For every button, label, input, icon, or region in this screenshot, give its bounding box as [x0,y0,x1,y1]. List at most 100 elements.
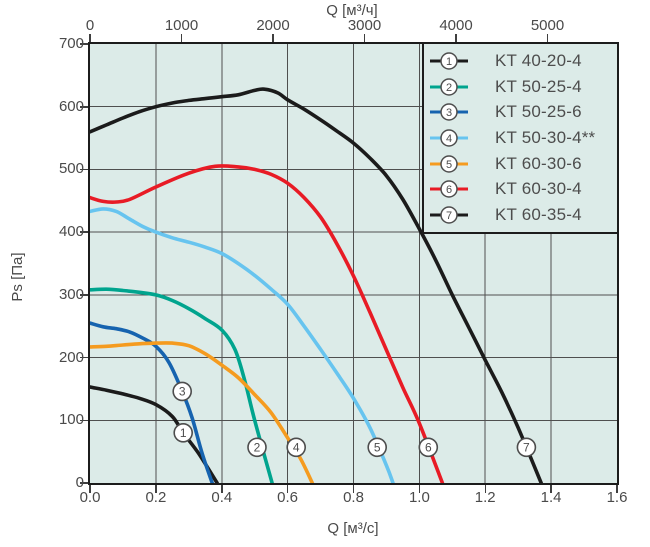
bottom-axis-tick-label: 1.6 [606,489,628,506]
curve-kt-50-25-4 [90,287,274,483]
legend-item-kt-60-35-4: 7 KT 60-35-4 [429,203,617,227]
curve-kt-50-25-6 [90,321,214,483]
svg-text:2: 2 [254,441,261,455]
top-axis-tick-label: 3000 [347,17,382,34]
top-axis-tick-label: 4000 [439,17,473,34]
curve-kt-60-35-4 [90,87,543,483]
curve-kt-60-30-6 [90,341,315,483]
svg-text:5: 5 [374,441,381,455]
top-axis-tick [363,34,366,42]
left-axis-tick [80,231,88,233]
curve-number-marker-6: 6 [418,437,439,458]
bottom-axis-tick [550,485,552,493]
curve-kt-40-20-4 [90,385,219,483]
left-axis-tick [80,106,88,108]
legend-marker-1-icon: 1 [430,52,468,70]
bottom-axis-tick [286,485,289,493]
left-axis-tick [80,419,88,421]
bottom-axis-tick-label: 1.4 [540,489,562,506]
legend-marker-7-icon: 7 [430,206,468,224]
legend-item-kt-60-30-4: 6 KT 60-30-4 [429,177,617,201]
svg-text:6: 6 [425,441,432,455]
top-axis-tick [180,34,183,42]
curve-number-marker-3: 3 [172,381,192,402]
left-axis-tick-label: 100 [58,411,84,429]
legend-item-kt-50-30-4: 4 KT 50-30-4** [429,126,617,150]
legend-item-label: KT 60-30-4 [495,179,582,199]
bottom-axis-tick [155,485,157,493]
left-axis-tick-label: 300 [58,285,84,303]
left-axis-tick-label: 200 [58,348,84,366]
top-axis-title: Q [м³/ч] [326,2,378,19]
left-axis-tick-label: 700 [58,35,84,52]
svg-text:7: 7 [523,441,530,455]
top-axis-tick [89,34,91,42]
legend-item-kt-60-30-6: 5 KT 60-30-6 [429,152,617,176]
bottom-axis-title: Q [м³/c] [327,520,379,537]
legend-marker-3-icon: 3 [430,103,468,121]
left-axis-title: Ps [Па] [9,252,26,302]
legend-item-kt-50-25-4: 2 KT 50-25-4 [429,75,617,99]
bottom-axis-tick-label: 1.0 [408,489,430,506]
bottom-axis-tick-label: 0.2 [145,489,167,506]
left-axis-tick [80,482,88,484]
svg-text:1: 1 [446,56,452,68]
top-axis-tick [546,34,549,42]
svg-text:2: 2 [446,81,452,93]
top-axis-tick-label: 0 [85,17,95,34]
legend-item-label: KT 50-25-4 [495,76,582,96]
bottom-axis-tick-label: 1.2 [474,489,496,506]
top-axis-tick-label: 1000 [164,17,199,34]
svg-text:4: 4 [446,133,452,145]
bottom-axis-tick [616,485,618,493]
bottom-axis-tick-label: 0.8 [343,489,364,506]
curve-number-marker-4: 4 [286,437,306,458]
left-axis-tick-label: 400 [58,223,84,241]
bottom-axis-tick-label: 0.4 [211,489,233,506]
left-axis-tick [80,356,88,359]
curve-number-marker-2: 2 [247,437,267,458]
legend-item-label: KT 40-20-4 [495,50,582,70]
left-axis-tick [80,168,88,171]
svg-text:5: 5 [446,158,452,170]
top-axis-tick-label: 5000 [530,17,565,34]
bottom-axis-tick [89,485,91,493]
left-axis-tick-label: 0 [75,474,84,491]
legend-marker-6-icon: 6 [430,180,468,199]
legend-marker-4-icon: 4 [430,129,468,147]
legend-marker-2-icon: 2 [430,77,468,96]
svg-text:7: 7 [446,210,452,222]
bottom-axis-tick [352,485,355,493]
left-axis-tick-label: 500 [58,160,84,178]
curve-kt-50-30-4 [90,207,395,483]
left-axis-tick-label: 600 [58,97,84,115]
bottom-axis-tick-label: 0.0 [79,489,101,506]
curve-number-marker-1: 1 [173,422,193,443]
legend-item-kt-50-25-6: 3 KT 50-25-6 [429,100,617,124]
left-axis-tick [80,43,88,45]
svg-text:4: 4 [293,441,300,455]
top-axis-tick-label: 2000 [256,17,290,34]
svg-text:6: 6 [446,184,452,196]
top-axis-tick [455,34,457,42]
left-axis-tick [80,294,88,296]
curve-kt-60-30-4 [90,164,445,483]
bottom-axis-tick-label: 0.6 [277,489,299,506]
legend-item-label: KT 60-30-6 [495,153,582,173]
bottom-axis-tick [418,485,421,493]
legend-item-label: KT 60-35-4 [495,205,582,225]
legend-item-kt-40-20-4: 1 KT 40-20-4 [429,49,617,73]
chart-legend: 1 KT 40-20-4 2 KT 50-25-4 3 KT 50-25-6 4 KT 50-… [422,42,619,234]
bottom-axis-tick [221,485,223,493]
legend-item-label: KT 50-25-6 [495,102,582,122]
curve-number-marker-5: 5 [367,437,388,458]
svg-text:3: 3 [446,107,452,119]
svg-text:1: 1 [180,426,187,440]
svg-text:3: 3 [179,385,186,399]
legend-marker-5-icon: 5 [430,154,468,173]
bottom-axis-tick [484,485,486,493]
legend-item-label: KT 50-30-4** [495,127,596,147]
top-axis-tick [272,34,274,42]
curve-number-marker-7: 7 [516,437,537,458]
